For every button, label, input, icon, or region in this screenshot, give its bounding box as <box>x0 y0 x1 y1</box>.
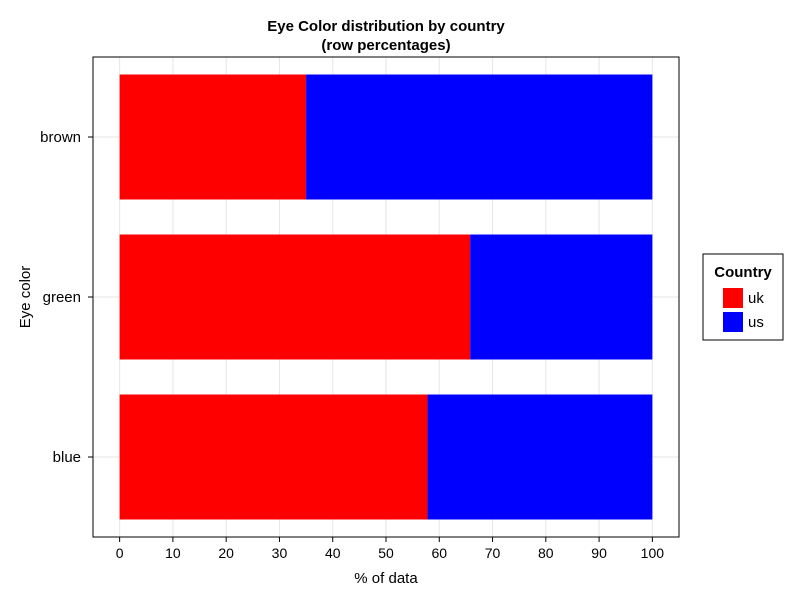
y-tick-label-brown: brown <box>40 129 81 146</box>
x-axis: 0 10 20 30 40 50 60 70 80 90 100 <box>116 537 665 561</box>
x-tick-label: 0 <box>116 545 124 561</box>
legend-title: Country <box>714 264 772 281</box>
chart-title: Eye Color distribution by country <box>267 18 505 35</box>
x-tick-label: 10 <box>165 545 181 561</box>
x-tick-label: 80 <box>538 545 554 561</box>
x-tick-label: 60 <box>431 545 447 561</box>
x-tick-label: 20 <box>218 545 234 561</box>
y-axis: blue green brown <box>40 129 93 466</box>
x-tick-label: 50 <box>378 545 394 561</box>
y-axis-label: Eye color <box>17 266 34 329</box>
bar-uk-brown <box>119 74 307 200</box>
legend-label-us: us <box>748 314 764 331</box>
bar-uk-green <box>119 234 471 360</box>
x-tick-label: 100 <box>641 545 665 561</box>
legend-swatch-uk <box>723 288 743 308</box>
legend: Country uk us <box>702 253 784 341</box>
chart-subtitle: (row percentages) <box>321 37 450 54</box>
bar-us-brown <box>306 74 653 200</box>
bars <box>119 74 653 520</box>
bar-uk-blue <box>119 394 428 520</box>
legend-swatch-us <box>723 312 743 332</box>
x-tick-label: 40 <box>325 545 341 561</box>
legend-label-uk: uk <box>748 290 764 307</box>
bar-us-blue <box>427 394 653 520</box>
y-tick-label-blue: blue <box>53 449 81 466</box>
x-tick-label: 70 <box>485 545 501 561</box>
y-tick-label-green: green <box>43 289 81 306</box>
bar-us-green <box>470 234 653 360</box>
x-tick-label: 30 <box>272 545 288 561</box>
x-tick-label: 90 <box>591 545 607 561</box>
x-axis-label: % of data <box>354 570 418 587</box>
